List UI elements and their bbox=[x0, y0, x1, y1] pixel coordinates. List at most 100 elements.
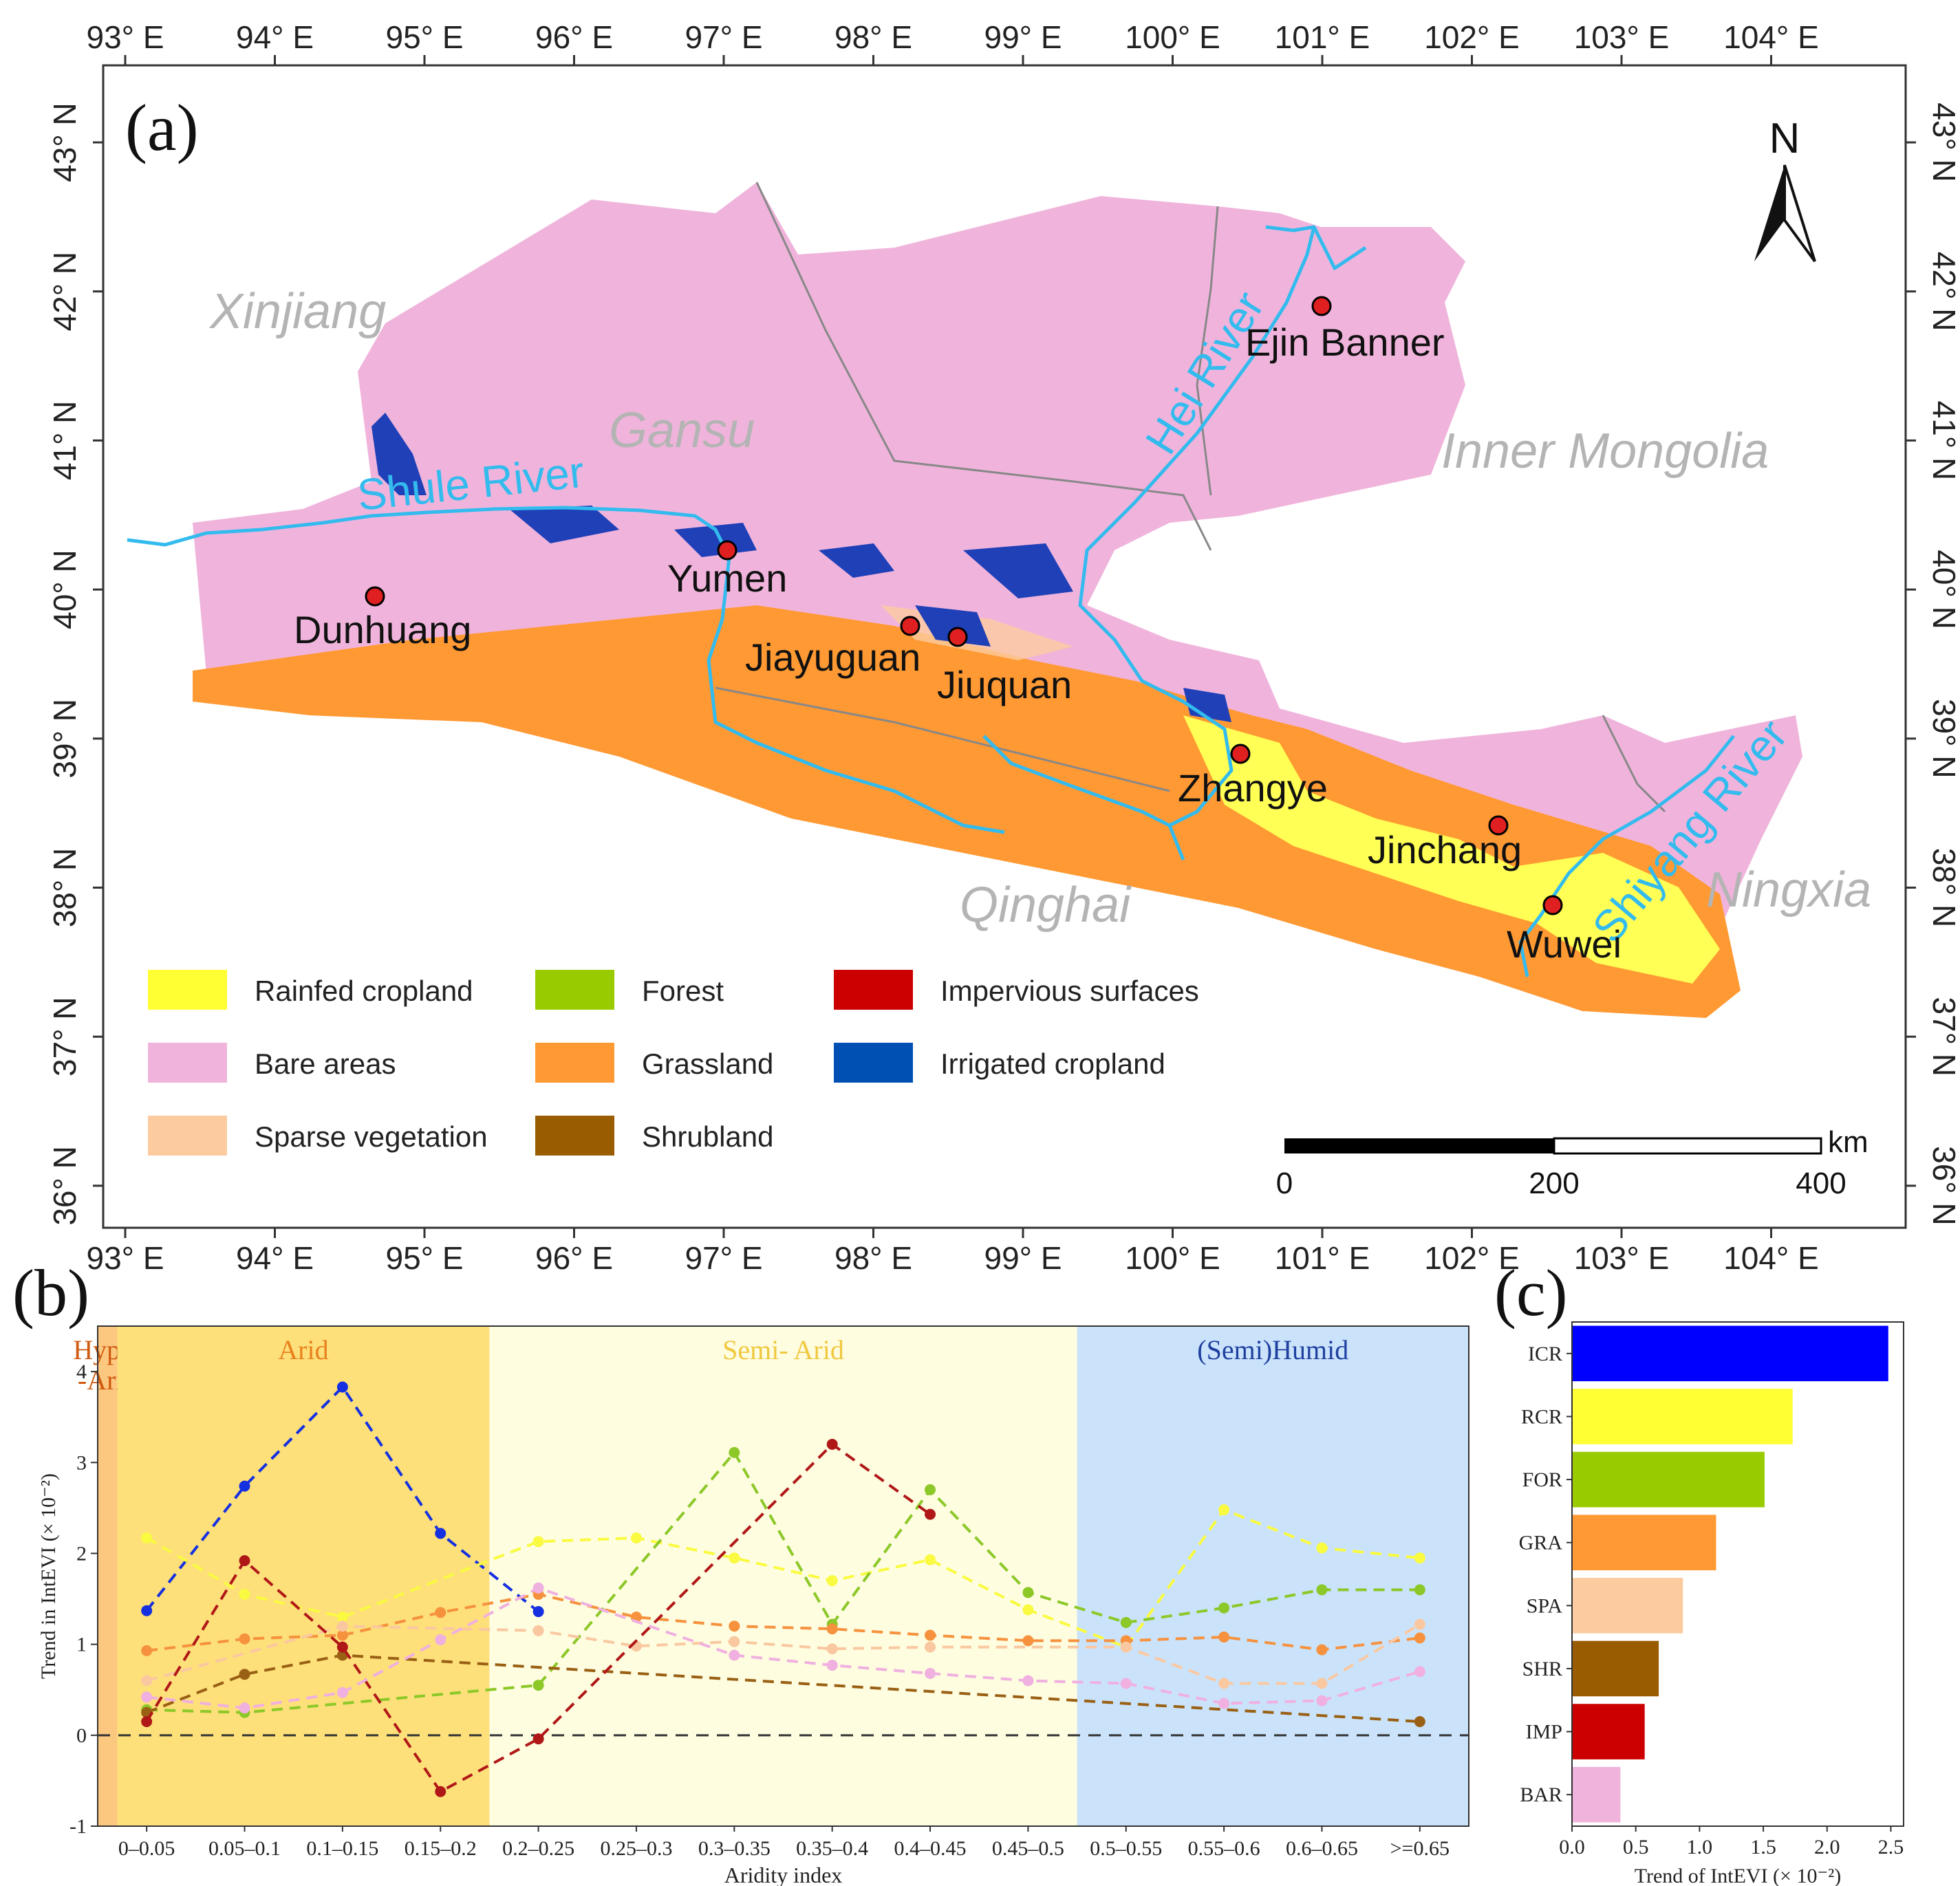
x-tick-label: 1.5 bbox=[1750, 1836, 1776, 1858]
category-label: IMP bbox=[1526, 1721, 1562, 1744]
series-point bbox=[1022, 1675, 1034, 1687]
series-point bbox=[239, 1702, 250, 1714]
series-point bbox=[1316, 1678, 1328, 1689]
series-shr bbox=[141, 1649, 1425, 1727]
x-tick-label: 0.45–0.5 bbox=[992, 1837, 1064, 1860]
legend-label: Irrigated cropland bbox=[940, 1048, 1165, 1080]
legend-label: Grassland bbox=[642, 1048, 773, 1080]
x-tick-label: 0.3–0.35 bbox=[698, 1837, 771, 1860]
longitude-ticks-top: 93° E 94° E 95° E 96° E 97° E 98° E 99° E 100° … bbox=[86, 19, 1819, 65]
scale-bar-black-segment bbox=[1284, 1138, 1554, 1153]
lat-tick-label-left: 40° N bbox=[47, 550, 83, 629]
city-marker-wuwei bbox=[1542, 895, 1563, 915]
region-labels: Xinjiang Gansu Inner Mongolia Qinghai Ni… bbox=[208, 284, 1871, 933]
lon-tick-label-bottom: 93° E bbox=[86, 1240, 164, 1276]
panel-c-label: (c) bbox=[1494, 1256, 1568, 1330]
legend-label: Forest bbox=[642, 975, 724, 1007]
lon-tick-label-bottom: 96° E bbox=[535, 1240, 613, 1276]
series-point bbox=[532, 1625, 544, 1636]
bar-spa bbox=[1572, 1577, 1683, 1634]
x-tick-label: 0.5–0.55 bbox=[1090, 1837, 1162, 1860]
series-point bbox=[435, 1634, 446, 1646]
series-point bbox=[1218, 1602, 1230, 1614]
lon-tick-label-bottom: 103° E bbox=[1574, 1240, 1670, 1276]
land-cover-bar-chart: (c) ICR RCR FOR GRA SPA SHR IMP BAR 0.0 0.5 1.0 1.… bbox=[1494, 1256, 1904, 1886]
series-point bbox=[532, 1606, 544, 1618]
north-arrow-label: N bbox=[1769, 115, 1800, 162]
region-label-xinjiang: Xinjiang bbox=[208, 284, 386, 339]
series-point bbox=[435, 1607, 446, 1618]
series-point bbox=[141, 1645, 153, 1656]
bar-shr bbox=[1572, 1640, 1659, 1697]
zone-label: Semi- Arid bbox=[722, 1334, 844, 1365]
lon-tick-label-top: 93° E bbox=[86, 19, 164, 55]
series-point bbox=[1022, 1604, 1034, 1616]
lon-tick-label-bottom: 97° E bbox=[685, 1240, 762, 1276]
series-point bbox=[925, 1641, 936, 1653]
lat-tick-label-right: 43° N bbox=[1926, 102, 1960, 182]
y-tick-label: 3 bbox=[76, 1451, 87, 1474]
region-label-qinghai: Qinghai bbox=[960, 878, 1132, 933]
x-tick-label: >=0.65 bbox=[1390, 1837, 1450, 1860]
city-label-jinchang: Jinchang bbox=[1368, 828, 1522, 871]
series-point bbox=[729, 1649, 740, 1661]
hei-tributary-line bbox=[982, 735, 1171, 827]
zone-band bbox=[1077, 1326, 1469, 1826]
series-point bbox=[141, 1675, 153, 1687]
x-axis-label: Trend of IntEVI (× 10⁻²) bbox=[1635, 1865, 1842, 1886]
legend-swatch bbox=[535, 1116, 614, 1156]
city-marker-dunhuang bbox=[365, 586, 385, 607]
city-marker-ejin-banner bbox=[1311, 296, 1332, 316]
series-point bbox=[1120, 1616, 1132, 1628]
series-point bbox=[729, 1621, 740, 1632]
lon-tick-label-bottom: 99° E bbox=[984, 1240, 1062, 1276]
series-point bbox=[1316, 1542, 1328, 1554]
category-label: BAR bbox=[1520, 1784, 1562, 1806]
city-label-ejin-banner: Ejin Banner bbox=[1245, 321, 1445, 364]
legend-swatch bbox=[535, 970, 614, 1010]
lon-tick-label-bottom: 101° E bbox=[1275, 1240, 1370, 1276]
series-point bbox=[826, 1643, 838, 1655]
lat-tick-label-right: 42° N bbox=[1926, 252, 1960, 332]
rainfed-cropland-east bbox=[1514, 853, 1720, 984]
city-marker-yumen bbox=[717, 540, 737, 561]
x-tick-label: 0.6–0.65 bbox=[1286, 1837, 1358, 1860]
region-label-inner-mongolia: Inner Mongolia bbox=[1441, 424, 1769, 479]
lon-tick-label-top: 104° E bbox=[1723, 19, 1819, 55]
panel-b-label: (b) bbox=[12, 1256, 89, 1330]
x-tick-label: 0.25–0.3 bbox=[600, 1837, 672, 1860]
city-label-jiuquan: Jiuquan bbox=[937, 663, 1072, 706]
category-label: SHR bbox=[1522, 1658, 1562, 1680]
series-point bbox=[239, 1633, 250, 1645]
lon-tick-label-top: 97° E bbox=[685, 19, 762, 55]
zone-band bbox=[117, 1326, 490, 1826]
series-point bbox=[141, 1715, 153, 1727]
series-point bbox=[1316, 1644, 1328, 1656]
y-tick-label: -1 bbox=[69, 1815, 87, 1838]
series-point bbox=[141, 1691, 153, 1703]
series-point bbox=[532, 1733, 544, 1745]
lon-tick-label-bottom: 95° E bbox=[385, 1240, 463, 1276]
x-tick-label: 0.05–0.1 bbox=[208, 1837, 281, 1860]
lon-tick-label-bottom: 94° E bbox=[236, 1240, 314, 1276]
category-label: SPA bbox=[1527, 1594, 1563, 1617]
series-point bbox=[826, 1438, 838, 1450]
shule-tributary-line bbox=[707, 556, 1005, 834]
series-point bbox=[1022, 1635, 1034, 1647]
series-point bbox=[1414, 1618, 1425, 1630]
series-imp bbox=[141, 1438, 936, 1797]
city-label-zhangye: Zhangye bbox=[1178, 766, 1328, 810]
x-tick-label: 0.2–0.25 bbox=[502, 1837, 574, 1860]
lat-tick-label-right: 39° N bbox=[1926, 699, 1960, 779]
latitude-ticks-right: 43° N 42° N 41° N 40° N 39° N 38° N 37° N 36° N bbox=[1906, 102, 1960, 1226]
bar-chart-frame bbox=[1571, 1321, 1904, 1827]
series-point bbox=[1218, 1678, 1230, 1689]
lon-tick-label-top: 98° E bbox=[834, 19, 912, 55]
cities: Dunhuang Yumen Jiayuguan Jiuquan Zhangye… bbox=[294, 296, 1622, 966]
city-label-wuwei: Wuwei bbox=[1507, 922, 1622, 966]
x-axis-tick-labels: 0–0.05 0.05–0.1 0.1–0.15 0.15–0.2 0.2–0.25 0.… bbox=[118, 1826, 1450, 1860]
series-point bbox=[1218, 1632, 1230, 1643]
region-label-ningxia: Ningxia bbox=[1706, 863, 1871, 918]
series-point bbox=[336, 1629, 348, 1641]
